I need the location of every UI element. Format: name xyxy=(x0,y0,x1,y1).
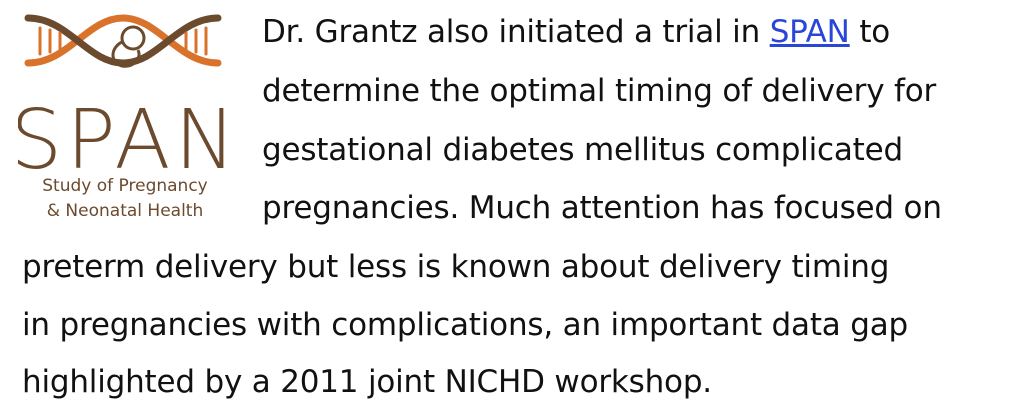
span-logo: SPAN Study of Pregnancy & Neonatal Healt… xyxy=(18,14,233,221)
text: to xyxy=(849,14,891,50)
text-line: highlighted by a 2011 joint NICHD worksh… xyxy=(22,364,712,400)
text-line: pregnancies. Much attention has focused … xyxy=(262,190,942,226)
logo-tagline: & Neonatal Health xyxy=(47,201,203,221)
link[interactable]: SPAN xyxy=(769,14,850,50)
text-line: in pregnancies with complications, an im… xyxy=(22,307,908,343)
logo-name: SPAN xyxy=(18,93,233,188)
logo-tagline: Study of Pregnancy xyxy=(42,176,207,196)
text-line: determine the optimal timing of delivery… xyxy=(262,73,937,109)
text: Dr. Grantz also initiated a trial in xyxy=(262,14,770,50)
text-line: gestational diabetes mellitus complicate… xyxy=(262,132,903,168)
text-line: preterm delivery but less is known about… xyxy=(22,249,890,285)
text-line: Dr. Grantz also initiated a trial in SPA… xyxy=(262,12,890,52)
baby-icon xyxy=(111,25,146,68)
dna-helix xyxy=(24,14,222,67)
